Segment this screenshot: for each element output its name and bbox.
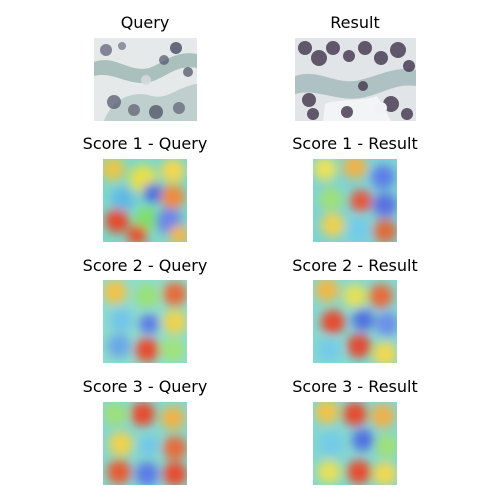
score3-result-heatmap <box>313 402 397 485</box>
score3-query-heatmap <box>103 402 187 485</box>
query-histology-image <box>94 38 197 121</box>
score1-query-heatmap <box>103 159 187 242</box>
score2-result-heatmap <box>313 280 397 363</box>
score3-result-title: Score 3 - Result <box>292 377 418 396</box>
score1-result-title: Score 1 - Result <box>292 134 418 153</box>
score1-result-heatmap <box>313 159 397 242</box>
score2-query-heatmap <box>103 280 187 363</box>
score3-query-title: Score 3 - Query <box>82 377 208 396</box>
score2-query-title: Score 2 - Query <box>82 256 208 275</box>
score2-result-title: Score 2 - Result <box>292 256 418 275</box>
result-title: Result <box>330 13 380 32</box>
result-histology-image <box>295 38 416 121</box>
score1-query-title: Score 1 - Query <box>82 134 208 153</box>
query-title: Query <box>120 13 170 32</box>
